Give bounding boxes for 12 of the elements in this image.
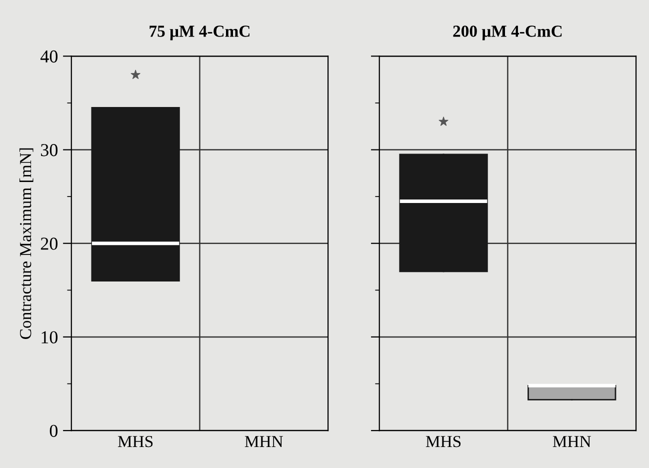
x-tick-label: MHS [118,436,153,448]
chart-title: 75 μM 4-CmC [150,26,250,40]
y-axis-title: Contracture Maximum [mN] [19,148,34,339]
x-tick-label: MHN [552,436,591,447]
x-tick-label: MHS [426,436,461,448]
x-tick-label: MHN [244,436,283,447]
y-tick-label: 20 [40,238,58,250]
y-tick-label: 40 [40,50,58,63]
y-tick-label: 10 [42,331,58,344]
y-tick-label: 0 [50,424,58,437]
y-tick-label: 30 [41,144,58,156]
chart-title: 200 μM 4-CmC [453,26,562,40]
